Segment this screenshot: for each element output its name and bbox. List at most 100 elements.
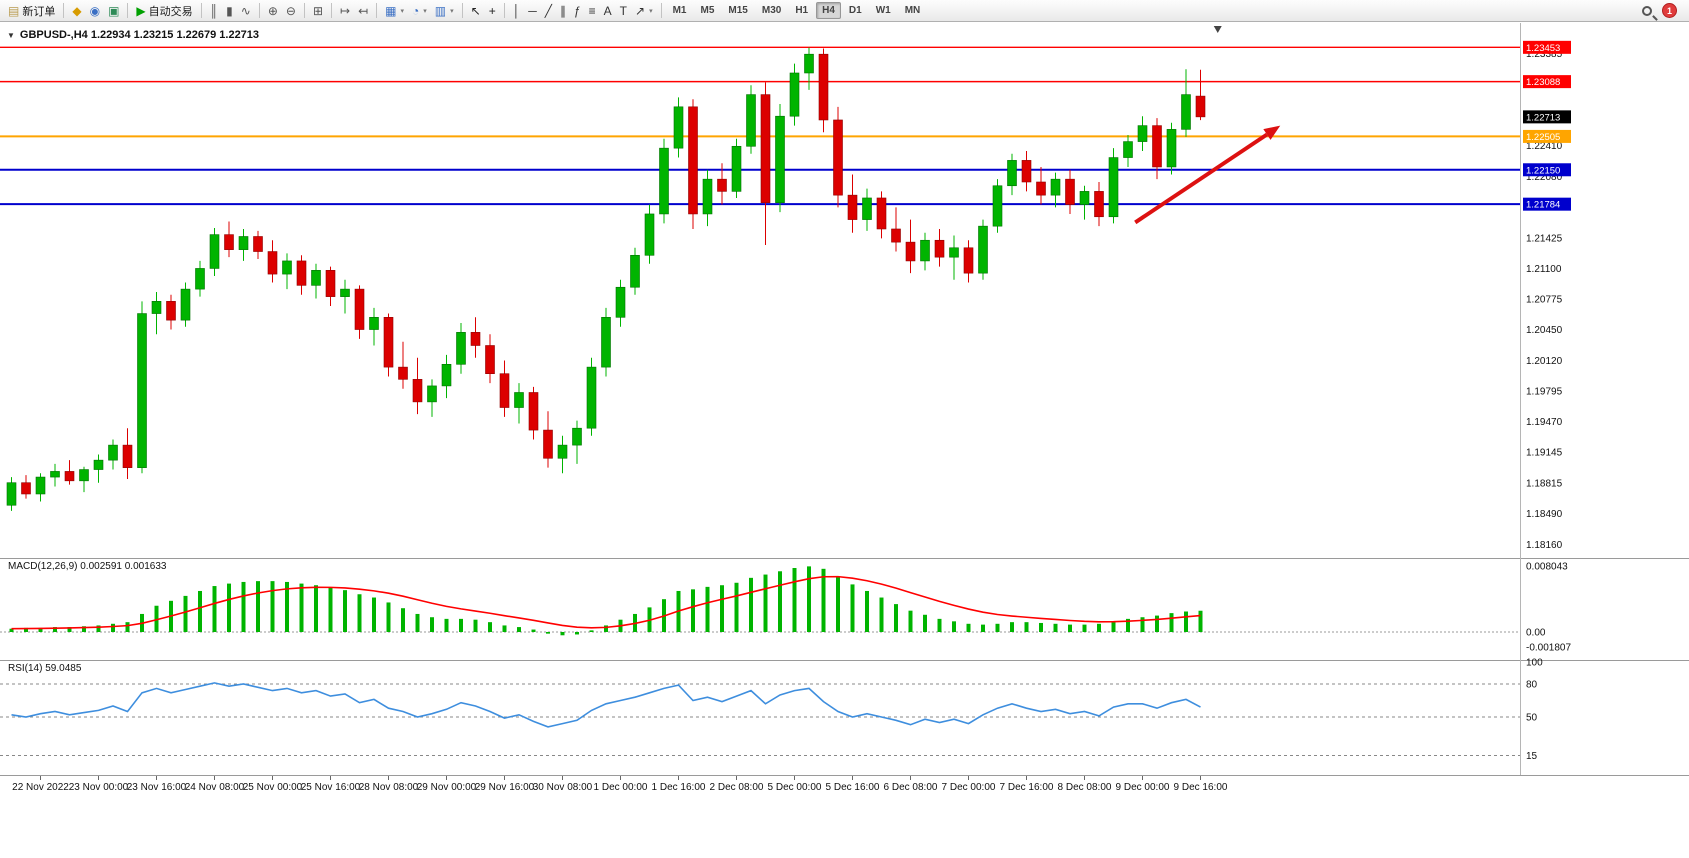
time-axis-label: 9 Dec 16:00 bbox=[1174, 782, 1228, 793]
toolbar-separator bbox=[376, 3, 378, 18]
templates-button[interactable]: ▥ ▾ bbox=[431, 4, 458, 18]
toolbar-group: ◆ ◉ ▣ bbox=[68, 0, 123, 21]
tile-windows-button[interactable]: ⊞ bbox=[309, 4, 327, 18]
zoom-in-button[interactable]: ⊕ bbox=[264, 4, 282, 18]
chart-shift-icon: ↤ bbox=[358, 3, 369, 18]
candle bbox=[702, 178, 713, 215]
timeframe-h1[interactable]: H1 bbox=[795, 5, 809, 16]
horizontal-levels-button[interactable]: ≡ bbox=[585, 4, 600, 18]
dropdown-arrow-icon[interactable]: ▾ bbox=[450, 7, 454, 15]
timeframe-h4[interactable]: H4 bbox=[816, 2, 841, 19]
toolbar-separator bbox=[127, 3, 129, 18]
candle bbox=[818, 53, 829, 121]
auto-scroll-button[interactable]: ↦ bbox=[336, 4, 354, 18]
zoom-out-button[interactable]: ⊖ bbox=[282, 4, 300, 18]
candle bbox=[673, 106, 684, 149]
equidistant-channel-button[interactable]: ∥ bbox=[556, 4, 570, 18]
arrow-tools-button[interactable]: ↗ ▾ bbox=[631, 4, 657, 18]
hline-price-box bbox=[1523, 197, 1571, 211]
toolbar-separator bbox=[200, 3, 202, 18]
periods-button[interactable]: ◔ ▾ bbox=[408, 4, 431, 18]
timeframe-m30[interactable]: M30 bbox=[761, 5, 782, 16]
line-chart-icon: ∿ bbox=[240, 3, 251, 18]
new-order-button[interactable]: ▤ 新订单 bbox=[4, 2, 59, 20]
timeframe-d1[interactable]: D1 bbox=[848, 5, 862, 16]
timeframe-m5[interactable]: M5 bbox=[700, 5, 715, 16]
price-axis-label: 1.19470 bbox=[1526, 417, 1563, 428]
dropdown-arrow-icon[interactable]: ▾ bbox=[423, 7, 427, 15]
refresh-button[interactable]: ◉ bbox=[86, 4, 104, 18]
toolbar-groups: ▤ 新订单 ◆ ◉ ▣ ▶ 自动交易 ║ ▮ ∿ ⊕ ⊖ ⊞ ↦ ↤ ▦ ▾ ◔ ▾ ▥ ▾ ↖ + │ ─ ╱ ∥ ƒ ≡ A T ↗ ▾ bbox=[4, 0, 666, 21]
candle bbox=[1137, 125, 1148, 142]
candle bbox=[688, 106, 698, 215]
candle bbox=[601, 317, 611, 368]
chart-title-text: GBPUSD-,H4 1.22934 1.23215 1.22679 1.227… bbox=[19, 29, 260, 41]
timeframe-mn[interactable]: MN bbox=[904, 5, 921, 16]
timeframe-m1[interactable]: M1 bbox=[672, 5, 687, 16]
macd-signal-line bbox=[11, 575, 1201, 630]
toolbar: ▤ 新订单 ◆ ◉ ▣ ▶ 自动交易 ║ ▮ ∿ ⊕ ⊖ ⊞ ↦ ↤ ▦ ▾ ◔ ▾ ▥ ▾ ↖ + │ ─ ╱ ∥ ƒ ≡ A T ↗ ▾ M… bbox=[0, 0, 1689, 22]
macd-axis-label: -0.001807 bbox=[1526, 642, 1571, 653]
dropdown-arrow-icon[interactable]: ▾ bbox=[400, 7, 404, 15]
search-icon[interactable] bbox=[1642, 5, 1652, 16]
toolbar-group: ║ ▮ ∿ bbox=[206, 0, 255, 21]
charts-profile-button[interactable]: ◆ bbox=[68, 4, 85, 18]
candle bbox=[717, 178, 727, 192]
trend-arrow[interactable] bbox=[1134, 132, 1269, 225]
toolbar-group: │ ─ ╱ ∥ ƒ ≡ A T ↗ ▾ bbox=[509, 0, 657, 21]
time-axis-label: 2 Dec 08:00 bbox=[710, 782, 764, 793]
autotrading-icon: ▶ bbox=[136, 3, 146, 18]
candle bbox=[1195, 95, 1206, 118]
candle bbox=[615, 286, 626, 318]
candle bbox=[1065, 178, 1075, 205]
fibonacci-button[interactable]: ƒ bbox=[570, 4, 585, 18]
candle bbox=[122, 444, 133, 468]
timeframe-w1[interactable]: W1 bbox=[875, 5, 891, 16]
terminal-icon: ▣ bbox=[108, 3, 120, 18]
candle bbox=[543, 429, 553, 459]
trend-arrow-head[interactable] bbox=[1263, 125, 1281, 140]
candlestick-chart-button[interactable]: ▮ bbox=[222, 4, 237, 18]
hline-price-label: 1.22505 bbox=[1526, 132, 1560, 143]
autotrading-button[interactable]: ▶ 自动交易 bbox=[132, 2, 196, 20]
candle bbox=[1108, 157, 1119, 218]
crosshair-button[interactable]: + bbox=[485, 4, 500, 18]
rsi-axis-label: 50 bbox=[1526, 713, 1538, 724]
horizontal-line-button[interactable]: ─ bbox=[524, 4, 541, 18]
candle bbox=[1079, 191, 1090, 205]
fibonacci-icon: ƒ bbox=[573, 3, 581, 18]
candle bbox=[572, 427, 582, 446]
timeframe-m15[interactable]: M15 bbox=[728, 5, 748, 16]
cursor-icon: ↖ bbox=[470, 3, 481, 18]
trendline-button[interactable]: ╱ bbox=[541, 4, 556, 18]
hline-price-box bbox=[1523, 75, 1571, 89]
collapse-panel-icon[interactable]: ▼ bbox=[7, 30, 15, 40]
templates-icon: ▥ bbox=[434, 3, 447, 18]
toolbar-group: ↦ ↤ bbox=[336, 0, 372, 21]
terminal-button[interactable]: ▣ bbox=[104, 4, 123, 18]
dropdown-arrow-icon[interactable]: ▾ bbox=[649, 7, 653, 15]
hline-price-label: 1.23088 bbox=[1526, 77, 1560, 88]
candle bbox=[398, 366, 408, 380]
candle bbox=[64, 471, 75, 482]
bar-chart-button[interactable]: ║ bbox=[206, 4, 223, 18]
chart-shift-button[interactable]: ↤ bbox=[354, 4, 372, 18]
vertical-line-button[interactable]: │ bbox=[509, 4, 525, 18]
line-chart-button[interactable]: ∿ bbox=[237, 4, 255, 18]
toolbar-group: ⊞ bbox=[309, 0, 327, 21]
candle bbox=[804, 53, 814, 74]
chart-shift-marker[interactable] bbox=[1213, 26, 1222, 33]
text-label-icon: T bbox=[619, 3, 628, 18]
text-label-button[interactable]: T bbox=[616, 4, 631, 18]
time-axis-label: 23 Nov 00:00 bbox=[69, 782, 129, 793]
candle bbox=[891, 228, 901, 243]
candle bbox=[383, 317, 394, 368]
candle bbox=[50, 471, 60, 478]
candle bbox=[992, 185, 1003, 227]
hline-price-box bbox=[1523, 129, 1571, 143]
new-chart-button[interactable]: ▦ ▾ bbox=[381, 4, 408, 18]
cursor-button[interactable]: ↖ bbox=[467, 4, 485, 18]
text-button[interactable]: A bbox=[600, 4, 616, 18]
toolbar-group: ▦ ▾ ◔ ▾ ▥ ▾ bbox=[381, 0, 457, 21]
notification-badge[interactable]: 1 bbox=[1662, 3, 1677, 18]
